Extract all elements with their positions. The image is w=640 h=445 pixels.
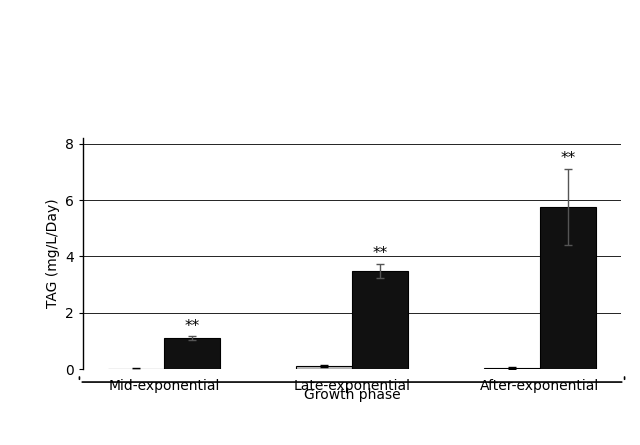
Text: **: ** [184,319,200,333]
Bar [296,366,352,369]
Y-axis label: TAG (mg/L/Day): TAG (mg/L/Day) [45,199,60,308]
Bar [540,207,596,369]
Bar [484,368,540,369]
Text: **: ** [372,246,388,261]
Text: **: ** [561,151,576,166]
Bar [352,271,408,369]
Bar [164,338,220,369]
Text: Growth phase: Growth phase [304,388,400,402]
